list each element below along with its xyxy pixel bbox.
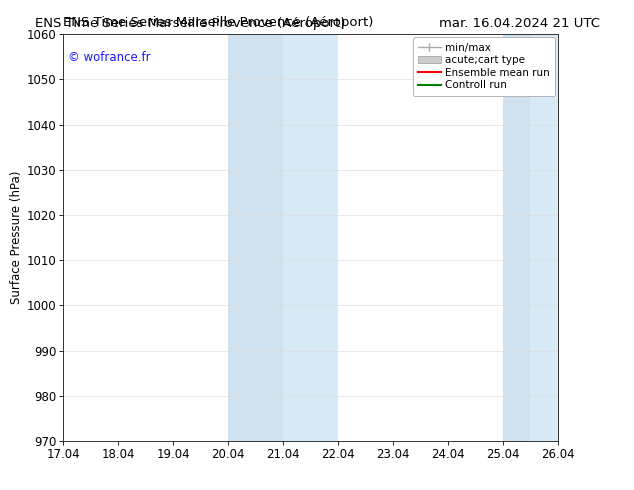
Y-axis label: Surface Pressure (hPa): Surface Pressure (hPa) [10,171,23,304]
Bar [228,34,283,441]
Bar [283,34,338,441]
Bar [531,34,558,441]
Text: ENS Time Series Marseille Provence (Aéroport): ENS Time Series Marseille Provence (Aéro… [35,17,346,30]
Text: © wofrance.fr: © wofrance.fr [68,50,151,64]
Text: ENS Time Series Marseille Provence (Aéroport): ENS Time Series Marseille Provence (Aéro… [63,16,374,29]
Text: mar. 16.04.2024 21 UTC: mar. 16.04.2024 21 UTC [439,17,600,30]
Legend: min/max, acute;cart type, Ensemble mean run, Controll run: min/max, acute;cart type, Ensemble mean … [413,37,555,96]
Bar [503,34,531,441]
